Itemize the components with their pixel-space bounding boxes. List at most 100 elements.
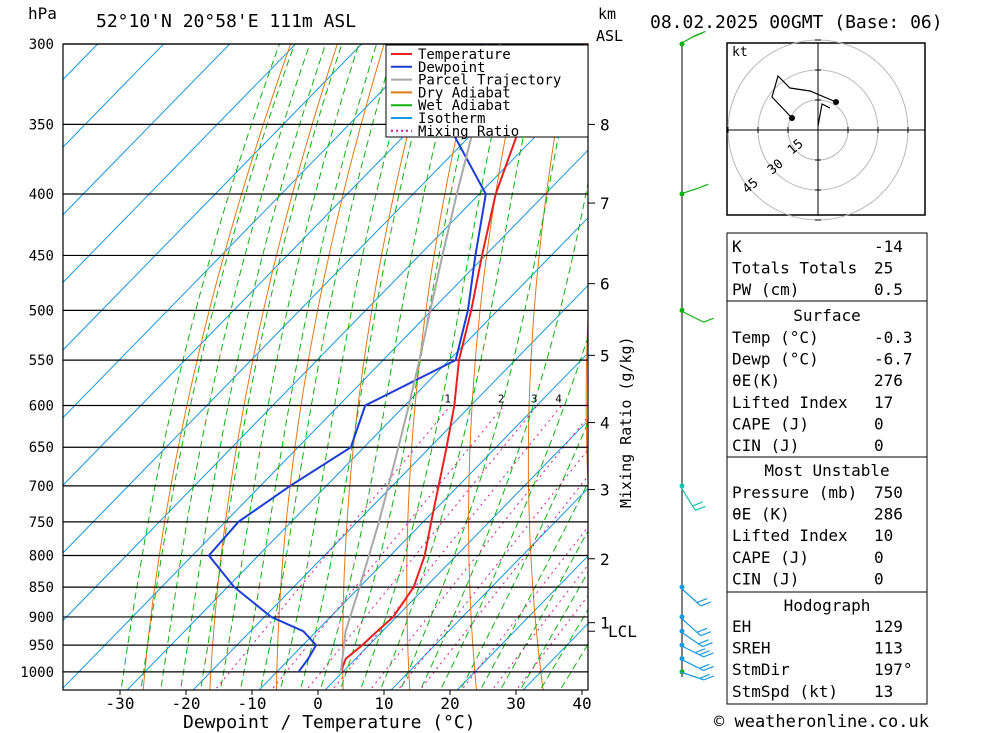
wet-adiabat-line <box>239 44 378 690</box>
isotherm-line <box>63 44 230 216</box>
series-line-dewpoint <box>207 44 488 673</box>
most-unstable-index-label: CAPE (J) <box>732 548 809 567</box>
wet-adiabat-line <box>379 44 544 690</box>
temp-tick-label: -10 <box>238 694 267 713</box>
surface-index-label: CAPE (J) <box>732 414 809 433</box>
wind-barb-feather <box>694 648 706 654</box>
mixing-ratio-label: 2 <box>498 392 505 405</box>
wet-adiabat-line <box>419 180 588 690</box>
most-unstable-index-value: 286 <box>874 505 903 524</box>
hodograph-index-value: 129 <box>874 617 903 636</box>
isotherm-line <box>390 487 588 690</box>
wind-barb-feather <box>703 652 714 658</box>
pressure-tick-label: 1000 <box>20 665 54 681</box>
wind-barb-feather <box>692 501 703 507</box>
pressure-tick-label: 450 <box>29 248 54 264</box>
km-tick-label: 4 <box>600 414 610 433</box>
dry-adiabat-line <box>209 44 338 690</box>
mixing-ratio-line <box>461 526 588 690</box>
isobar-lines <box>62 43 589 691</box>
wind-barb-feather <box>695 505 706 511</box>
run-datetime: 08.02.2025 00GMT (Base: 06) <box>650 12 943 33</box>
wet-adiabat-line <box>259 44 396 690</box>
mixing-ratio-line <box>397 448 588 690</box>
km-tick-label: 6 <box>600 275 610 294</box>
km-tick-label: 5 <box>600 346 610 365</box>
pressure-tick-label: 500 <box>29 303 54 319</box>
wind-barb-staff <box>679 187 699 195</box>
km-unit-label: km <box>598 5 616 23</box>
dry-adiabat-line <box>992 44 1000 697</box>
dry-adiabat-line <box>468 44 525 690</box>
station-location: 52°10'N 20°58'E 111m ASL <box>96 11 356 32</box>
top-index-value: 0.5 <box>874 280 903 299</box>
mixing-ratio-line <box>305 405 538 690</box>
km-tick-label: 1 <box>600 614 610 633</box>
wet-adiabat-line <box>160 44 311 690</box>
wind-barb-feather <box>692 32 703 38</box>
wet-adiabat-line <box>120 44 280 690</box>
legend-label-wet-adiabat: Wet Adiabat <box>418 98 511 114</box>
wind-barb-staff <box>679 586 702 607</box>
temp-tick-label: 20 <box>440 694 459 713</box>
wind-barb-feather <box>699 650 710 656</box>
hodograph-start-dot <box>789 115 795 121</box>
legend-label-parcel-trajectory: Parcel Trajectory <box>418 73 561 89</box>
pressure-tick-label: 350 <box>29 117 54 133</box>
wet-adiabat-line <box>359 44 513 690</box>
surface-index-value: 276 <box>874 371 903 390</box>
legend-label-isotherm: Isotherm <box>418 111 485 127</box>
x-axis-title: Dewpoint / Temperature (°C) <box>183 712 476 733</box>
pressure-tick-label: 600 <box>29 398 54 414</box>
wet-adiabat-line <box>199 44 343 690</box>
most-unstable-index-label: CIN (J) <box>732 569 799 588</box>
legend-label-dewpoint: Dewpoint <box>418 60 485 76</box>
surface-index-value: -0.3 <box>874 328 913 347</box>
surface-index-label: Dewp (°C) <box>732 350 819 369</box>
pressure-tick-label: 300 <box>29 37 54 53</box>
legend-label-temperature: Temperature <box>418 47 511 63</box>
pressure-tick-label: 750 <box>29 515 54 531</box>
isotherm-line <box>63 44 362 351</box>
mixing-ratio-line <box>491 564 588 690</box>
top-index-label: PW (cm) <box>732 280 799 299</box>
wind-barb-feather <box>698 183 709 189</box>
top-index-value: -14 <box>874 237 903 256</box>
most-unstable-index-value: 750 <box>874 483 903 502</box>
isotherm-line <box>63 44 494 486</box>
km-tick-label: 2 <box>600 550 610 569</box>
hodograph-index-label: StmDir <box>732 660 790 679</box>
hodograph-index-value: 13 <box>874 682 893 701</box>
temp-tick-label: 10 <box>374 694 393 713</box>
legend-label-mixing-ratio: Mixing Ratio <box>418 124 519 140</box>
hodograph-index-box <box>726 591 928 705</box>
temp-tick-label: -30 <box>106 694 135 713</box>
wind-barb-staff <box>679 309 704 323</box>
surface-index-label: θE(K) <box>732 371 780 390</box>
most-unstable-title: Most Unstable <box>764 461 889 480</box>
copyright-footer: © weatheronline.co.uk <box>714 712 929 732</box>
surface-index-label: Temp (°C) <box>732 328 819 347</box>
hodograph-index-label: StmSpd (kt) <box>732 682 838 701</box>
isotherm-line <box>63 81 588 622</box>
isotherm-line <box>192 284 588 690</box>
legend-box <box>385 44 589 138</box>
lcl-label: LCL <box>608 622 637 641</box>
mixing-ratio-label: 3 <box>531 392 538 405</box>
dry-adiabat-line <box>406 44 479 690</box>
top-index-label: Totals Totals <box>732 259 857 278</box>
wind-barb-feather <box>703 675 715 681</box>
most-unstable-index-label: Lifted Index <box>732 526 848 545</box>
hodograph-end-dot <box>833 99 839 105</box>
km-tick-label: 8 <box>600 115 610 134</box>
pressure-tick-label: 550 <box>29 353 54 369</box>
wind-level-dot <box>679 628 685 634</box>
wind-barb-feather <box>699 663 710 669</box>
plot-frame <box>62 43 589 691</box>
wet-adiabat-line <box>140 44 295 690</box>
wind-barb-feather <box>698 639 709 645</box>
isotherm-lines <box>63 44 588 690</box>
pressure-tick-label: 800 <box>29 549 54 565</box>
wind-barb-feather <box>700 601 712 607</box>
